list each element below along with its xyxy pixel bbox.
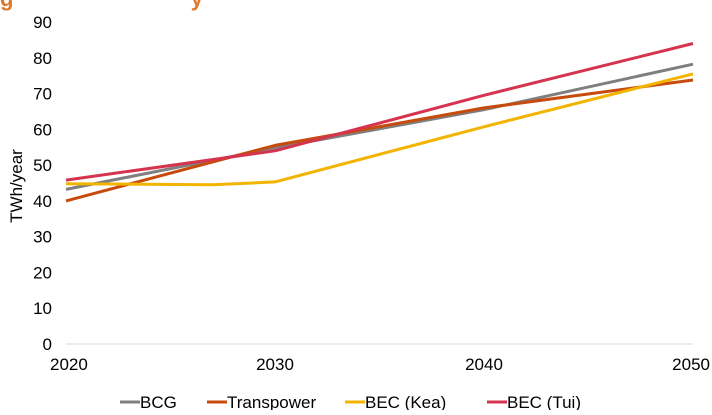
y-axis-title: TWh/year <box>7 149 26 223</box>
x-tick-labels: 2020 2030 2040 2050 <box>50 355 710 374</box>
y-tick-label-50: 50 <box>33 156 52 175</box>
y-tick-label-20: 20 <box>33 263 52 282</box>
legend-label-transpower: Transpower <box>227 393 316 410</box>
series-line-bcg <box>65 62 694 191</box>
y-tick-label-0: 0 <box>43 335 52 354</box>
y-tick-label-40: 40 <box>33 192 52 211</box>
chart-title-fragment: g y <box>0 0 203 12</box>
y-tick-label-10: 10 <box>33 299 52 318</box>
y-tick-label-60: 60 <box>33 120 52 139</box>
legend-label-bec-tui: BEC (Tui) <box>507 393 581 410</box>
x-tick-label-2050: 2050 <box>672 355 710 374</box>
series-line-bec-tui <box>65 42 694 182</box>
legend-label-bcg: BCG <box>140 393 177 410</box>
series-lines <box>65 42 694 203</box>
x-tick-label-2030: 2030 <box>256 355 294 374</box>
y-tick-labels: 0 10 20 30 40 50 60 70 80 90 <box>33 13 52 354</box>
legend-label-bec-kea: BEC (Kea) <box>365 393 446 410</box>
y-tick-label-80: 80 <box>33 49 52 68</box>
x-tick-label-2040: 2040 <box>465 355 503 374</box>
series-line-bec-kea <box>65 72 694 187</box>
x-tick-label-2020: 2020 <box>50 355 88 374</box>
y-tick-label-90: 90 <box>33 13 52 32</box>
y-tick-label-70: 70 <box>33 85 52 104</box>
legend: BCG Transpower BEC (Kea) BEC (Tui) <box>120 393 581 412</box>
series-line-transpower <box>65 78 694 203</box>
y-tick-label-30: 30 <box>33 228 52 247</box>
y-axis-title-group: TWh/year <box>7 149 26 223</box>
